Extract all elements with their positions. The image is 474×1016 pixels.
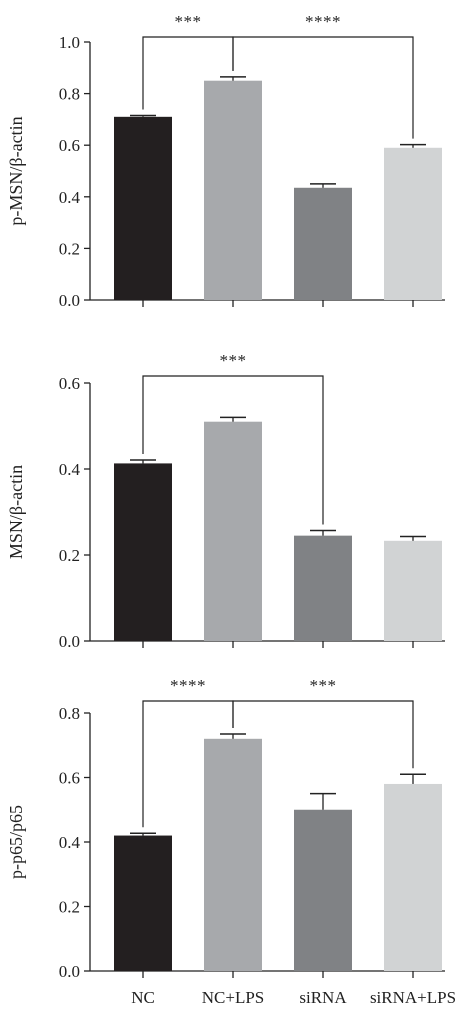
y-tick-label: 0.0: [59, 291, 80, 310]
bar: [384, 783, 442, 971]
significance-label: ***: [220, 351, 247, 370]
bar: [114, 116, 172, 300]
bar: [294, 187, 352, 300]
bar: [384, 540, 442, 641]
bar: [204, 421, 262, 641]
x-category-label: siRNA: [299, 988, 347, 1007]
y-tick-label: 0.0: [59, 962, 80, 981]
y-axis-title: MSN/β-actin: [6, 465, 26, 559]
significance-bracket: [232, 700, 414, 769]
y-tick-label: 0.4: [59, 833, 81, 852]
bar: [294, 535, 352, 641]
y-tick-label: 0.6: [59, 136, 80, 155]
bar: [204, 738, 262, 971]
y-tick-label: 0.8: [59, 85, 80, 104]
significance-bracket: [142, 375, 324, 525]
y-tick-label: 0.6: [59, 374, 80, 393]
x-category-label: NC+LPS: [202, 988, 265, 1007]
bar: [294, 809, 352, 971]
significance-label: ***: [310, 676, 337, 695]
bar: [384, 147, 442, 300]
y-tick-label: 1.0: [59, 33, 80, 52]
y-tick-label: 0.0: [59, 632, 80, 651]
bar: [114, 835, 172, 971]
significance-label: ****: [305, 12, 341, 31]
bar: [204, 80, 262, 300]
bar: [114, 463, 172, 641]
y-tick-label: 0.2: [59, 239, 80, 258]
y-axis-title: p-MSN/β-actin: [6, 116, 26, 225]
y-tick-label: 0.2: [59, 546, 80, 565]
significance-label: ***: [175, 12, 202, 31]
y-axis-title: p-p65/p65: [6, 805, 26, 879]
y-tick-label: 0.6: [59, 769, 80, 788]
y-tick-label: 0.4: [59, 460, 81, 479]
significance-label: ****: [170, 676, 206, 695]
y-tick-label: 0.2: [59, 898, 80, 917]
x-category-label: NC: [131, 988, 155, 1007]
y-tick-label: 0.4: [59, 188, 81, 207]
x-category-label: siRNA+LPS: [370, 988, 456, 1007]
y-tick-label: 0.8: [59, 704, 80, 723]
significance-bracket: [232, 36, 414, 139]
